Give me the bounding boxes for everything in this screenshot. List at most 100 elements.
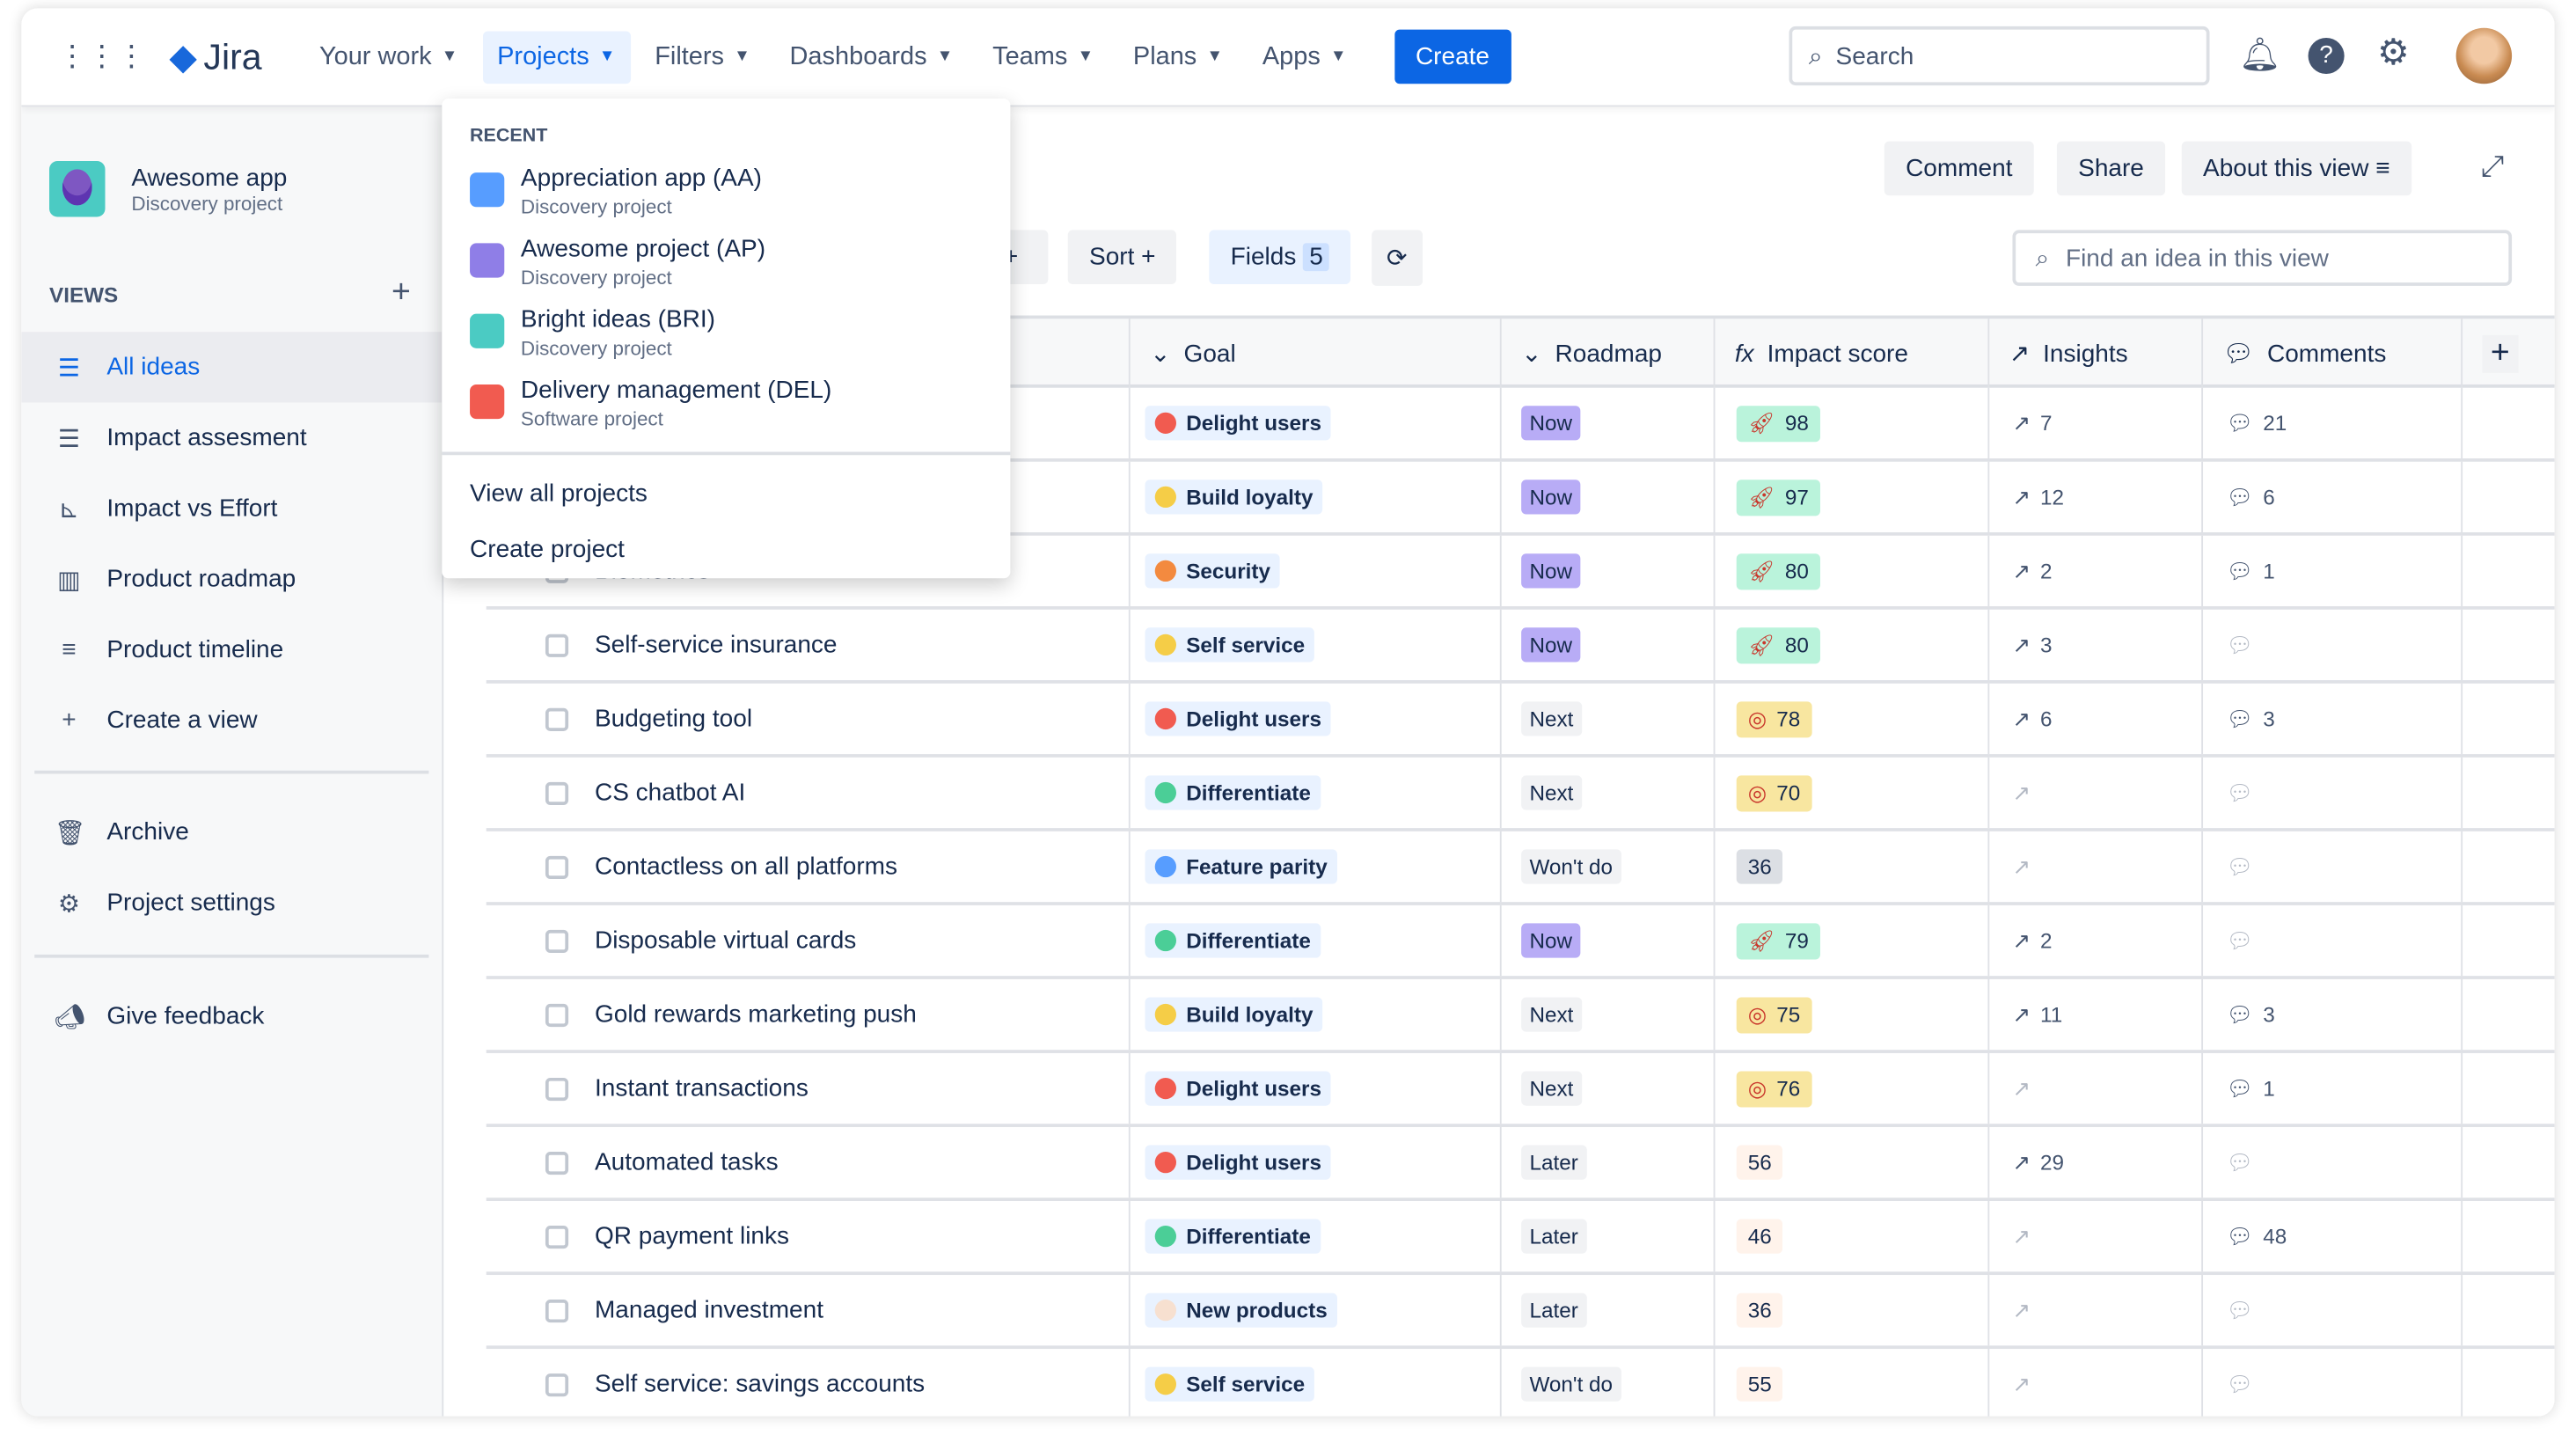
roadmap-tag[interactable]: Next (1521, 701, 1582, 736)
row-checkbox[interactable] (545, 1300, 569, 1323)
goal-tag[interactable]: Delight users (1145, 1071, 1332, 1106)
idea-title[interactable]: Self-service insurance (594, 631, 838, 659)
row-checkbox[interactable] (545, 707, 569, 731)
insights-count[interactable]: ↗ 3 (2012, 631, 2053, 656)
sidebar-item[interactable]: + Create a view (21, 685, 442, 756)
roadmap-tag[interactable]: Later (1521, 1145, 1587, 1180)
row-checkbox[interactable] (545, 855, 569, 880)
table-row[interactable]: Delight users Now 🚀︎ 98 ↗ 7 💬︎ 21 (486, 387, 2555, 462)
comments-count[interactable]: 💬︎ 1 (2226, 557, 2275, 582)
insights-count[interactable]: ↗ (2012, 1371, 2040, 1397)
goal-tag[interactable]: New products (1145, 1293, 1337, 1328)
roadmap-tag[interactable]: Won't do (1521, 849, 1621, 884)
sidebar-item[interactable]: ⊾ Impact vs Effort (21, 473, 442, 544)
give-feedback[interactable]: 📣︎ Give feedback (54, 1002, 265, 1031)
idea-title[interactable]: Contactless on all platforms (594, 853, 898, 881)
goal-tag[interactable]: Build loyalty (1145, 997, 1323, 1032)
table-row[interactable]: Disposable virtual cards Differentiate N… (486, 904, 2555, 979)
search-input[interactable]: ⌕ Search (1789, 26, 2210, 86)
goal-tag[interactable]: Self service (1145, 1366, 1315, 1402)
dropdown-project-item[interactable]: Bright ideas (BRI) Discovery project (470, 305, 715, 360)
table-row[interactable]: Managed investment New products Later 36… (486, 1275, 2555, 1350)
help-icon[interactable]: ? (2308, 37, 2345, 75)
nav-apps[interactable]: Apps ▼ (1262, 41, 1347, 70)
comments-count[interactable]: 💬︎ 1 (2226, 1075, 2275, 1101)
roadmap-tag[interactable]: Now (1521, 553, 1581, 589)
comments-count[interactable]: 💬︎ (2226, 927, 2263, 954)
comments-count[interactable]: 💬︎ 48 (2226, 1223, 2287, 1249)
goal-tag[interactable]: Self service (1145, 627, 1315, 663)
nav-dashboards[interactable]: Dashboards ▼ (789, 41, 954, 70)
goal-tag[interactable]: Build loyalty (1145, 480, 1323, 515)
comments-count[interactable]: 💬︎ (2226, 1149, 2263, 1175)
column-impact-score[interactable]: fx Impact score (1713, 319, 1988, 388)
roadmap-tag[interactable]: Later (1521, 1293, 1587, 1328)
settings-icon[interactable]: ⚙ (2376, 31, 2410, 73)
comments-count[interactable]: 💬︎ (2226, 853, 2263, 880)
comments-count[interactable]: 💬︎ 21 (2226, 409, 2287, 435)
table-row[interactable]: Budgeting tool Delight users Next ◎ 78 ↗ 6… (486, 683, 2555, 758)
share-button[interactable]: Share (2056, 141, 2166, 196)
idea-title[interactable]: QR payment links (594, 1222, 790, 1251)
sidebar-item[interactable]: ▥ Product roadmap (21, 544, 442, 614)
view-all-projects[interactable]: View all projects (470, 480, 648, 508)
add-view-icon[interactable]: + (392, 274, 411, 311)
about-view-button[interactable]: About this view ≡ (2181, 141, 2411, 196)
table-row[interactable]: CS chatbot AI Differentiate Next ◎ 70 ↗ 💬… (486, 757, 2555, 831)
roadmap-tag[interactable]: Now (1521, 480, 1581, 515)
idea-title[interactable]: Automated tasks (594, 1148, 779, 1176)
idea-title[interactable]: Managed investment (594, 1296, 823, 1325)
sidebar-item[interactable]: ☰ Impact assesment (21, 402, 442, 472)
roadmap-tag[interactable]: Next (1521, 1071, 1582, 1106)
goal-tag[interactable]: Delight users (1145, 701, 1332, 736)
insights-count[interactable]: ↗ (2012, 1297, 2040, 1323)
goal-tag[interactable]: Security (1145, 553, 1281, 589)
sidebar-item[interactable]: ⚙ Project settings (21, 868, 442, 938)
comments-count[interactable]: 💬︎ 3 (2226, 1001, 2275, 1027)
project-header[interactable]: Awesome app Discovery project (49, 160, 287, 217)
insights-count[interactable]: ↗ (2012, 853, 2040, 880)
goal-tag[interactable]: Differentiate (1145, 1219, 1321, 1254)
comments-count[interactable]: 💬︎ (2226, 1297, 2263, 1323)
insights-count[interactable]: ↗ 6 (2012, 706, 2053, 731)
roadmap-tag[interactable]: Now (1521, 406, 1581, 441)
row-checkbox[interactable] (545, 1226, 569, 1249)
dropdown-project-item[interactable]: Appreciation app (AA) Discovery project (470, 165, 762, 218)
roadmap-tag[interactable]: Next (1521, 775, 1582, 810)
insights-count[interactable]: ↗ 7 (2012, 409, 2053, 435)
nav-plans[interactable]: Plans ▼ (1132, 41, 1224, 70)
fullscreen-icon[interactable]: ⤢ (2480, 149, 2505, 183)
idea-title[interactable]: Instant transactions (594, 1074, 809, 1102)
dropdown-project-item[interactable]: Awesome project (AP) Discovery project (470, 235, 765, 289)
comment-button[interactable]: Comment (1884, 141, 2034, 196)
notification-icon[interactable]: 🔔︎ (2239, 37, 2281, 75)
roadmap-tag[interactable]: Next (1521, 997, 1582, 1032)
jira-logo[interactable]: ◆ Jira (169, 35, 262, 77)
nav-filters[interactable]: Filters ▼ (655, 41, 750, 70)
insights-count[interactable]: ↗ (2012, 1223, 2040, 1249)
insights-count[interactable]: ↗ 29 (2012, 1149, 2065, 1175)
table-row[interactable]: Contactless on all platforms Feature par… (486, 831, 2555, 905)
table-row[interactable]: Instant transactions Delight users Next … (486, 1052, 2555, 1127)
row-checkbox[interactable] (545, 1003, 569, 1028)
idea-title[interactable]: CS chatbot AI (594, 779, 746, 807)
comments-count[interactable]: 💬︎ (2226, 1371, 2263, 1397)
row-checkbox[interactable] (545, 633, 569, 657)
add-column-button[interactable]: + (2461, 319, 2554, 388)
row-checkbox[interactable] (545, 1373, 569, 1397)
insights-count[interactable]: ↗ 12 (2012, 483, 2065, 509)
row-checkbox[interactable] (545, 929, 569, 954)
column-comments[interactable]: 💬︎ Comments (2201, 319, 2461, 388)
goal-tag[interactable]: Delight users (1145, 1145, 1332, 1180)
roadmap-tag[interactable]: Won't do (1521, 1366, 1621, 1402)
goal-tag[interactable]: Feature parity (1145, 849, 1337, 884)
auto-sort-icon[interactable]: ⟳ (1372, 230, 1423, 286)
nav-projects[interactable]: Projects ▼ (482, 30, 631, 84)
create-project[interactable]: Create project (470, 535, 625, 564)
idea-title[interactable]: Disposable virtual cards (594, 926, 857, 955)
comments-count[interactable]: 💬︎ 3 (2226, 706, 2275, 731)
roadmap-tag[interactable]: Now (1521, 923, 1581, 958)
column-insights[interactable]: ↗ Insights (1987, 319, 2201, 388)
goal-tag[interactable]: Differentiate (1145, 775, 1321, 810)
comments-count[interactable]: 💬︎ (2226, 780, 2263, 806)
